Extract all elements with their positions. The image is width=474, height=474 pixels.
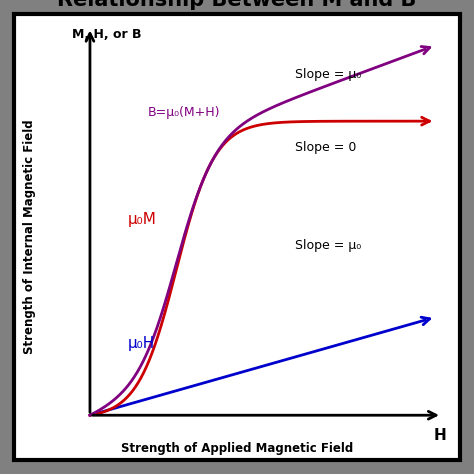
Text: M, H, or B: M, H, or B xyxy=(72,28,142,41)
Text: μ₀H: μ₀H xyxy=(128,337,155,351)
Text: μ₀M: μ₀M xyxy=(128,212,157,227)
Text: Slope = μ₀: Slope = μ₀ xyxy=(295,239,361,253)
Text: B=μ₀(M+H): B=μ₀(M+H) xyxy=(148,106,220,119)
Text: Slope = μ₀: Slope = μ₀ xyxy=(295,68,361,81)
Text: Slope = 0: Slope = 0 xyxy=(295,141,356,155)
Text: H: H xyxy=(433,428,446,443)
Title: Relationship Between M and B: Relationship Between M and B xyxy=(57,0,417,10)
Text: Strength of Internal Magnetic Field: Strength of Internal Magnetic Field xyxy=(23,120,36,354)
Text: Strength of Applied Magnetic Field: Strength of Applied Magnetic Field xyxy=(121,442,353,455)
